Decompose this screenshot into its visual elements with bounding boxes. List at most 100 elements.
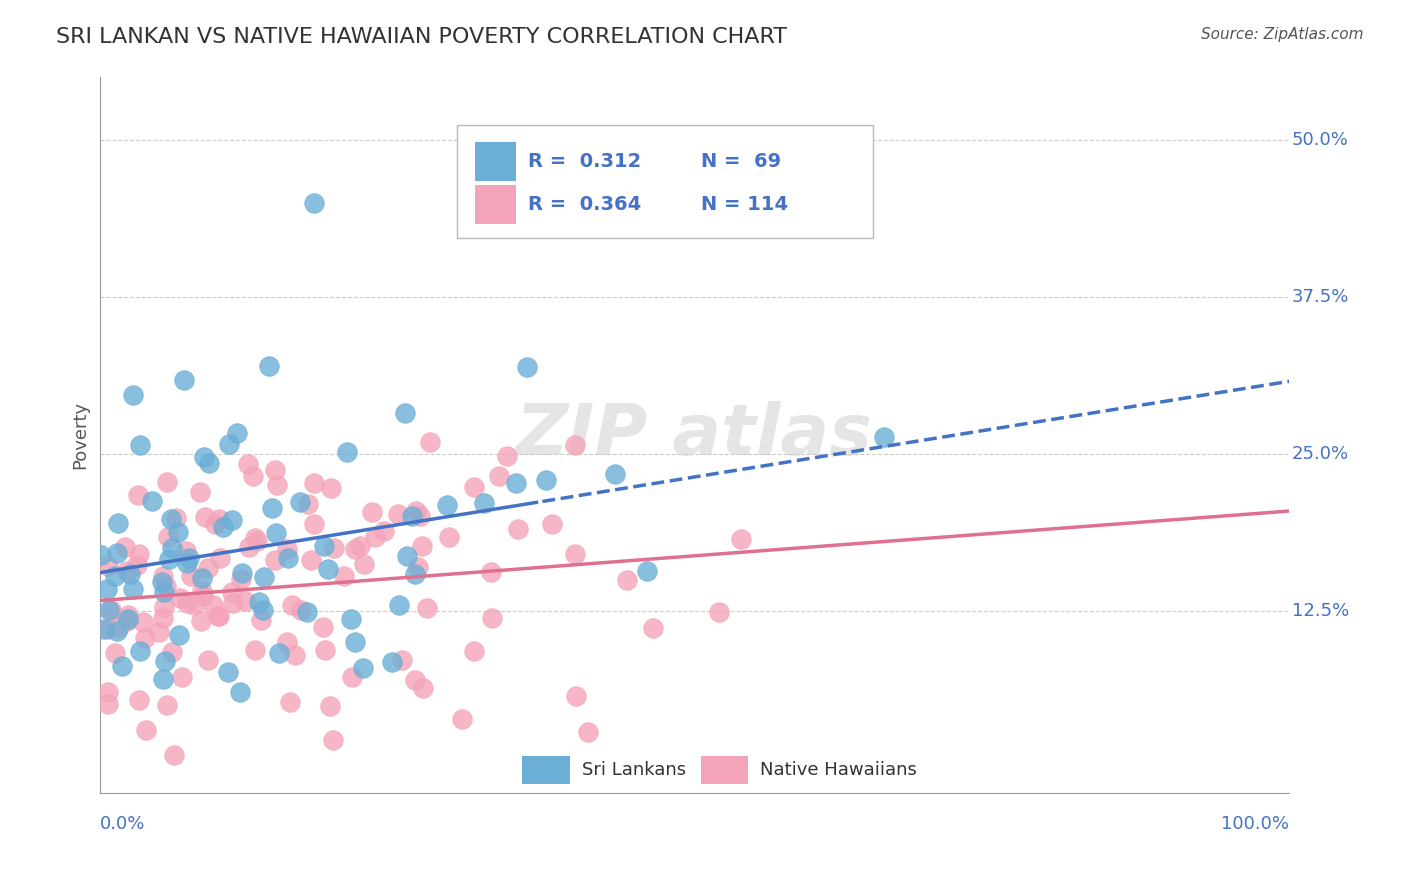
Sri Lankans	[252, 603, 274, 617]
Native Hawaiians	[333, 569, 356, 583]
Native Hawaiians	[387, 508, 409, 522]
Native Hawaiians	[156, 475, 179, 489]
Sri Lankans	[436, 498, 458, 512]
Native Hawaiians	[108, 620, 131, 634]
Native Hawaiians	[363, 530, 385, 544]
Text: 50.0%: 50.0%	[1292, 131, 1348, 149]
Native Hawaiians	[245, 642, 267, 657]
Native Hawaiians	[221, 584, 243, 599]
Sri Lankans	[93, 622, 115, 636]
Sri Lankans	[176, 556, 198, 570]
Sri Lankans	[290, 494, 312, 508]
Native Hawaiians	[263, 463, 285, 477]
Native Hawaiians	[246, 534, 269, 549]
Native Hawaiians	[360, 505, 382, 519]
Sri Lankans	[231, 566, 253, 580]
Native Hawaiians	[243, 532, 266, 546]
Sri Lankans	[404, 566, 426, 581]
Native Hawaiians	[207, 609, 229, 624]
Sri Lankans	[605, 467, 627, 481]
Native Hawaiians	[197, 653, 219, 667]
Native Hawaiians	[463, 479, 485, 493]
Sri Lankans	[179, 550, 201, 565]
Native Hawaiians	[302, 517, 325, 532]
Sri Lankans	[505, 475, 527, 490]
Native Hawaiians	[564, 689, 586, 703]
Native Hawaiians	[114, 540, 136, 554]
Sri Lankans	[318, 562, 340, 576]
Native Hawaiians	[134, 631, 156, 645]
Native Hawaiians	[323, 541, 346, 555]
Native Hawaiians	[229, 572, 252, 586]
Native Hawaiians	[97, 622, 120, 636]
Native Hawaiians	[616, 573, 638, 587]
Sri Lankans	[105, 546, 128, 560]
Text: Sri Lankans: Sri Lankans	[582, 761, 686, 779]
Text: N =  69: N = 69	[700, 152, 780, 170]
Native Hawaiians	[495, 449, 517, 463]
Native Hawaiians	[236, 458, 259, 472]
Native Hawaiians	[276, 634, 298, 648]
Sri Lankans	[304, 195, 326, 210]
Native Hawaiians	[709, 605, 731, 619]
Sri Lankans	[212, 520, 235, 534]
Sri Lankans	[312, 539, 335, 553]
Sri Lankans	[198, 456, 221, 470]
Native Hawaiians	[97, 697, 120, 711]
Native Hawaiians	[235, 594, 257, 608]
Native Hawaiians	[276, 541, 298, 556]
Native Hawaiians	[153, 599, 176, 614]
Native Hawaiians	[564, 547, 586, 561]
Native Hawaiians	[411, 539, 433, 553]
Native Hawaiians	[201, 598, 224, 612]
Native Hawaiians	[180, 569, 202, 583]
Native Hawaiians	[302, 476, 325, 491]
Native Hawaiians	[641, 621, 664, 635]
Native Hawaiians	[127, 488, 149, 502]
Sri Lankans	[516, 359, 538, 374]
Native Hawaiians	[238, 540, 260, 554]
Native Hawaiians	[191, 583, 214, 598]
Native Hawaiians	[312, 620, 335, 634]
Sri Lankans	[141, 494, 163, 508]
Text: ZIP atlas: ZIP atlas	[516, 401, 873, 469]
Sri Lankans	[872, 430, 894, 444]
Native Hawaiians	[540, 516, 562, 531]
Sri Lankans	[225, 425, 247, 440]
Sri Lankans	[249, 595, 271, 609]
Sri Lankans	[534, 473, 557, 487]
Sri Lankans	[105, 624, 128, 639]
Sri Lankans	[277, 551, 299, 566]
Sri Lankans	[153, 585, 176, 599]
Native Hawaiians	[191, 589, 214, 603]
Sri Lankans	[122, 387, 145, 401]
Native Hawaiians	[100, 602, 122, 616]
Native Hawaiians	[131, 615, 153, 629]
Native Hawaiians	[299, 553, 322, 567]
Sri Lankans	[344, 634, 367, 648]
Sri Lankans	[264, 525, 287, 540]
FancyBboxPatch shape	[475, 142, 516, 181]
Text: Source: ZipAtlas.com: Source: ZipAtlas.com	[1201, 27, 1364, 42]
Native Hawaiians	[319, 481, 342, 495]
Sri Lankans	[269, 646, 291, 660]
Sri Lankans	[218, 437, 240, 451]
Native Hawaiians	[409, 508, 432, 523]
Native Hawaiians	[451, 712, 474, 726]
Native Hawaiians	[155, 579, 177, 593]
Sri Lankans	[118, 566, 141, 581]
Text: Native Hawaiians: Native Hawaiians	[761, 761, 917, 779]
Native Hawaiians	[463, 644, 485, 658]
FancyBboxPatch shape	[475, 185, 516, 224]
Native Hawaiians	[412, 681, 434, 696]
Native Hawaiians	[319, 698, 342, 713]
Sri Lankans	[221, 512, 243, 526]
Native Hawaiians	[353, 557, 375, 571]
Native Hawaiians	[266, 478, 288, 492]
Native Hawaiians	[278, 694, 301, 708]
Sri Lankans	[253, 570, 276, 584]
Native Hawaiians	[730, 532, 752, 546]
Text: R =  0.364: R = 0.364	[529, 195, 641, 214]
Native Hawaiians	[172, 670, 194, 684]
Sri Lankans	[260, 500, 283, 515]
